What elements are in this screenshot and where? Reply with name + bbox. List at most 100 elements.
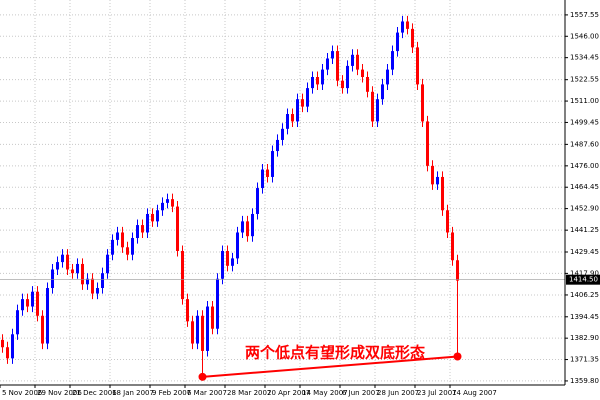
candle-body: [211, 306, 214, 329]
candle-body: [51, 269, 54, 289]
current-price-label: 1414.50: [569, 276, 598, 284]
x-tick-label: 14 Aug 2007: [452, 389, 497, 397]
x-tick-label: 23 Jul 2007: [417, 389, 457, 397]
candle-body: [396, 32, 399, 52]
candle-body: [266, 169, 269, 177]
candle-body: [376, 99, 379, 122]
candle-body: [101, 273, 104, 289]
candle-body: [176, 206, 179, 251]
candle-body: [261, 169, 264, 189]
candle-body: [46, 288, 49, 344]
x-tick-label: 21 Dec 2006: [72, 389, 117, 397]
candle-body: [26, 299, 29, 307]
candle-body: [91, 278, 94, 294]
candle-body: [16, 310, 19, 335]
y-tick-label: 1557.55: [570, 11, 599, 19]
candle-body: [6, 347, 9, 359]
x-tick-label: 29 Nov 2006: [37, 389, 82, 397]
candle-body: [181, 250, 184, 300]
annotation-line: [202, 355, 458, 378]
candle-body: [121, 232, 124, 248]
candle-body: [21, 299, 24, 311]
candle-body: [221, 250, 224, 279]
candle-body: [436, 176, 439, 185]
candle-body: [96, 288, 99, 294]
annotation-dot: [453, 352, 462, 361]
current-price-box: [566, 274, 600, 285]
candle-body: [401, 21, 404, 33]
candle-body: [301, 99, 304, 107]
candle-body: [186, 299, 189, 322]
candle-body: [441, 176, 444, 211]
candle-body: [206, 306, 209, 351]
candle-body: [126, 247, 129, 255]
candle-body: [76, 263, 79, 274]
candle-body: [381, 84, 384, 100]
x-tick-label: 28 Mar 2007: [227, 389, 271, 397]
candle-body: [41, 315, 44, 344]
y-tick-label: 1406.25: [570, 291, 599, 299]
candle-body: [276, 139, 279, 152]
candle-body: [451, 232, 454, 261]
annotation-text: 两个低点有望形成双底形态: [245, 344, 425, 362]
x-tick-label: 14 May 2007: [302, 389, 348, 397]
x-tick-label: 6 Jun 2007: [342, 389, 380, 397]
candle-body: [351, 54, 354, 66]
y-tick-label: 1371.35: [570, 356, 599, 364]
candle-body: [71, 269, 74, 274]
candle-body: [81, 263, 84, 285]
candle-body: [236, 232, 239, 259]
candle-body: [341, 80, 344, 89]
candle-body: [11, 334, 14, 359]
candle-body: [1, 339, 4, 348]
candle-body: [316, 77, 319, 85]
candle-body: [416, 47, 419, 85]
candle-body: [326, 58, 329, 70]
candle-body: [146, 213, 149, 233]
candle-body: [391, 51, 394, 70]
y-tick-label: 1522.55: [570, 76, 599, 84]
x-tick-label: 9 Feb 2007: [152, 389, 191, 397]
y-tick-label: 1511.00: [570, 97, 599, 105]
candle-body: [141, 225, 144, 233]
y-tick-label: 1394.45: [570, 313, 599, 321]
candle-body: [331, 51, 334, 59]
candle-body: [281, 128, 284, 140]
candle-body: [166, 199, 169, 203]
candle-body: [446, 210, 449, 233]
candle-body: [371, 91, 374, 122]
candle-body: [456, 260, 459, 281]
candle-body: [251, 213, 254, 237]
candle-body: [346, 65, 349, 89]
candle-body: [256, 188, 259, 214]
x-tick-label: 6 Mar 2007: [187, 389, 227, 397]
candle-body: [426, 121, 429, 166]
candle-body: [66, 254, 69, 270]
candle-body: [306, 88, 309, 107]
plot: [0, 15, 565, 377]
candle-body: [151, 213, 154, 222]
candle-body: [171, 199, 174, 207]
candle-body: [226, 250, 229, 266]
candle-body: [386, 69, 389, 85]
candle-body: [191, 321, 194, 344]
candle-body: [356, 54, 359, 70]
y-tick-label: 1441.25: [570, 226, 599, 234]
candle-body: [106, 254, 109, 274]
candle-body: [231, 258, 234, 266]
candle-body: [366, 77, 369, 92]
candle-body: [421, 84, 424, 122]
y-tick-label: 1452.90: [570, 205, 599, 213]
candle-body: [311, 77, 314, 89]
y-tick-label: 1382.90: [570, 334, 599, 342]
candle-body: [196, 315, 199, 344]
y-tick-label: 1534.45: [570, 54, 599, 62]
candle-body: [111, 239, 114, 255]
candle-body: [241, 221, 244, 233]
y-tick-label: 1429.45: [570, 248, 599, 256]
x-tick-label: 20 Apr 2007: [267, 389, 310, 397]
x-tick-label: 5 Nov 2006: [2, 389, 43, 397]
candle-body: [201, 315, 204, 351]
candle-body: [321, 69, 324, 85]
